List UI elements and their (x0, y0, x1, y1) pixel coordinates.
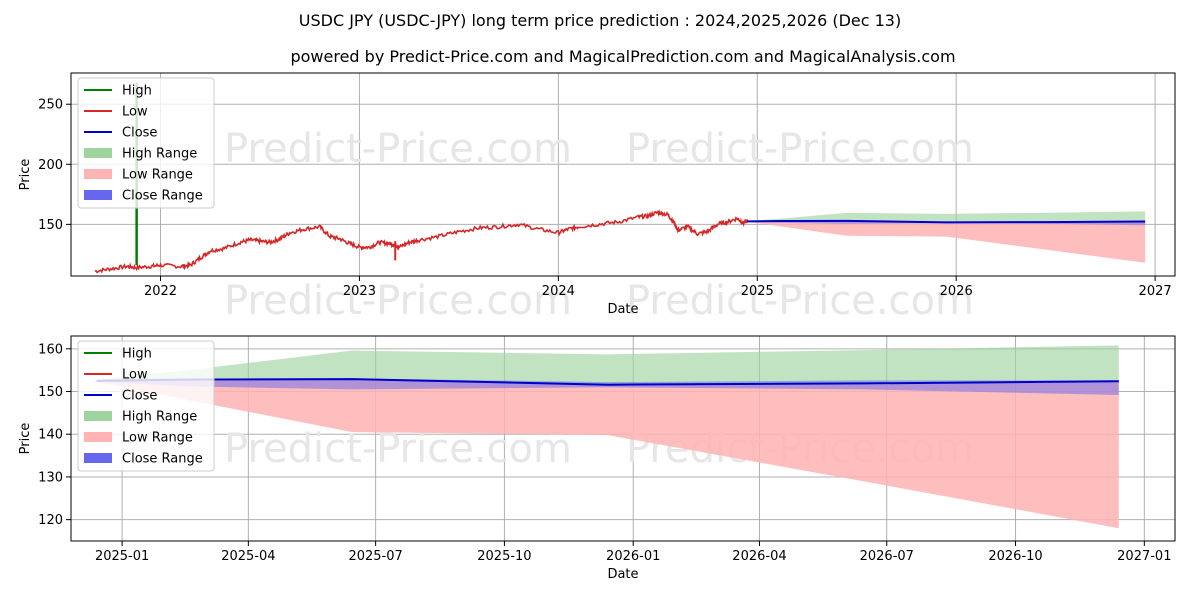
y-tick-label: 130 (38, 470, 63, 485)
x-axis-label: Date (607, 302, 638, 317)
y-tick-label: 150 (38, 218, 63, 233)
x-tick-label: 2023 (343, 284, 376, 299)
x-tick-label: 2025-01 (95, 549, 149, 564)
x-axis-label: Date (607, 567, 638, 582)
legend-label: Close (122, 389, 157, 404)
watermark-text: Predict-Price.com (626, 126, 974, 172)
x-tick-label: 2027-01 (1117, 549, 1171, 564)
legend-label: Low Range (122, 431, 193, 446)
history-panel: Predict-Price.com Predict-Price.com Predic… (18, 72, 1176, 324)
x-tick-label: 2025-07 (348, 549, 402, 564)
y-tick-label: 160 (38, 342, 63, 357)
chart-title: USDC JPY (USDC-JPY) long term price pred… (299, 11, 901, 30)
y-tick-label: 200 (38, 158, 63, 173)
y-tick-label: 140 (38, 428, 63, 443)
legend-label: High (122, 84, 152, 99)
legend-label: Close (122, 126, 157, 141)
high-range-area (747, 211, 1146, 223)
chart-subtitle: powered by Predict-Price.com and Magical… (290, 47, 955, 66)
legend-label: High Range (122, 410, 197, 425)
y-tick-label: 150 (38, 385, 63, 400)
x-tick-label: 2024 (542, 284, 575, 299)
forecast-panel: Predict-Price.comPredict-Price.com2025-0… (18, 335, 1176, 582)
x-tick-label: 2025-04 (221, 549, 275, 564)
legend-label: Low Range (122, 168, 193, 183)
legend-patch-low-range (84, 432, 112, 442)
x-tick-label: 2022 (144, 284, 177, 299)
x-tick-label: 2027 (1139, 284, 1172, 299)
x-tick-label: 2025-10 (477, 549, 531, 564)
legend-label: Low (122, 368, 148, 383)
legend-patch-close-range (84, 190, 112, 200)
axes-frame (70, 335, 1176, 542)
high-range-area (96, 345, 1119, 385)
close-forecast-line (747, 219, 1146, 224)
watermark-text: Predict-Price.com (626, 278, 974, 324)
legend-patch-high-range (84, 148, 112, 158)
watermark-text: Predict-Price.com (224, 278, 572, 324)
x-tick-label: 2025 (741, 284, 774, 299)
low-range-area (96, 379, 1119, 529)
legend-label: High (122, 347, 152, 362)
legend-label: High Range (122, 147, 197, 162)
watermark-text: Predict-Price.com (224, 126, 572, 172)
legend-patch-close-range (84, 453, 112, 463)
low-range-area (747, 220, 1146, 263)
y-axis-label: Price (18, 159, 33, 191)
legend-patch-high-range (84, 411, 112, 421)
legend-label: Close Range (122, 452, 203, 467)
x-tick-label: 2026-07 (860, 549, 914, 564)
history-low-line (94, 208, 749, 274)
plot-area (94, 82, 1146, 274)
x-tick-label: 2026-10 (988, 549, 1042, 564)
y-axis-label: Price (18, 423, 33, 455)
axes-frame (70, 72, 1176, 277)
y-tick-label: 250 (38, 98, 63, 113)
y-tick-label: 120 (38, 513, 63, 528)
x-tick-label: 2026-01 (606, 549, 660, 564)
x-tick-label: 2026 (940, 284, 973, 299)
legend-label: Close Range (122, 189, 203, 204)
legend-label: Low (122, 105, 148, 120)
legend-patch-low-range (84, 169, 112, 179)
x-tick-label: 2026-04 (732, 549, 786, 564)
